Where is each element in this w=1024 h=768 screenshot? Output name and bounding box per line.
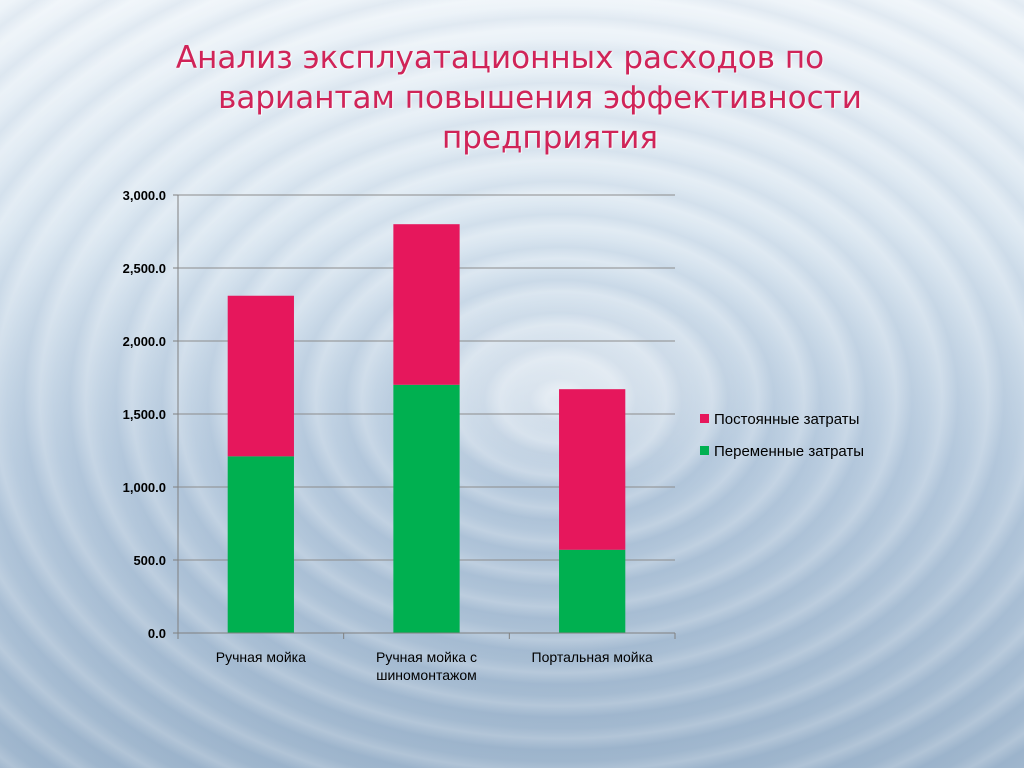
y-tick-label: 500.0: [133, 553, 166, 568]
bars: [227, 224, 626, 633]
axis-labels: 0.0 500.0 1,000.0 1,500.0 2,000.0 2,500.0 3,00…: [123, 188, 653, 683]
axes: [173, 194, 676, 639]
y-tick-label: 2,500.0: [123, 261, 166, 276]
y-tick-label: 1,500.0: [123, 407, 166, 422]
title-line-2: вариантам повышения эффективности: [218, 80, 862, 116]
x-category-label: Портальная мойка: [532, 649, 653, 665]
legend-label: Переменные затраты: [714, 443, 864, 460]
y-tick-label: 3,000.0: [123, 188, 166, 203]
bar-segment: [393, 384, 460, 633]
bar-segment: [227, 456, 294, 633]
y-tick-label: 2,000.0: [123, 334, 166, 349]
x-category-label-line: Ручная мойка с: [376, 649, 477, 665]
slide-title: Анализ эксплуатационных расходов по вари…: [100, 38, 980, 158]
legend-swatch: [700, 414, 709, 423]
bar-segment: [393, 224, 460, 385]
x-category-label-line: Ручная мойка: [216, 649, 306, 665]
legend-label: Постоянные затраты: [714, 411, 859, 428]
legend-swatch: [700, 446, 709, 455]
title-line-1: Анализ эксплуатационных расходов по: [175, 40, 825, 76]
x-category-label: Ручная мойка с шиномонтажом: [376, 649, 477, 683]
x-category-label-line: шиномонтажом: [376, 667, 477, 683]
bar-segment: [559, 389, 626, 550]
legend: Постоянные затраты Переменные затраты: [700, 411, 864, 460]
y-tick-label: 1,000.0: [123, 480, 166, 495]
x-category-label: Ручная мойка: [216, 649, 306, 665]
y-tick-label: 0.0: [148, 626, 166, 641]
bar-segment: [559, 549, 626, 633]
title-line-3: предприятия: [441, 120, 659, 156]
bar-segment: [227, 295, 294, 457]
x-category-label-line: Портальная мойка: [532, 649, 653, 665]
